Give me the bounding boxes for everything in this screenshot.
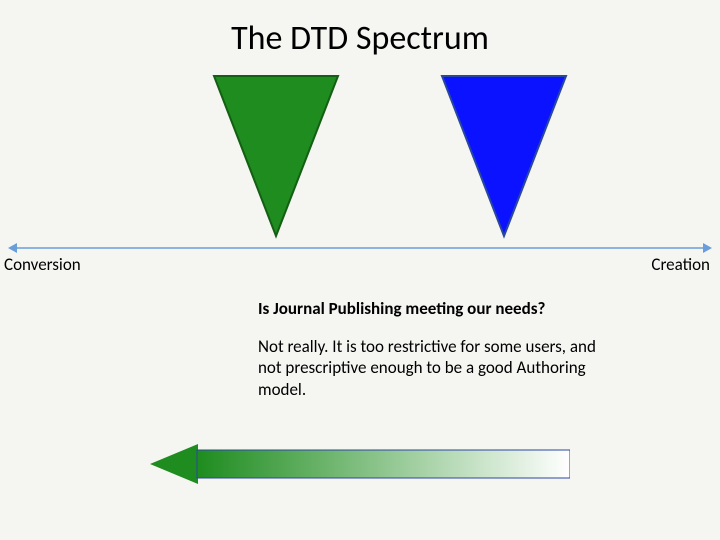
green-triangle [214, 76, 338, 236]
gradient-arrow [150, 444, 570, 484]
question-text: Is Journal Publishing meeting our needs? [258, 298, 545, 319]
label-creation: Creation [651, 254, 710, 275]
body-text: Not really. It is too restrictive for so… [258, 336, 618, 400]
blue-triangle [442, 76, 566, 236]
page-title: The DTD Spectrum [0, 18, 720, 59]
label-conversion: Conversion [4, 254, 81, 275]
